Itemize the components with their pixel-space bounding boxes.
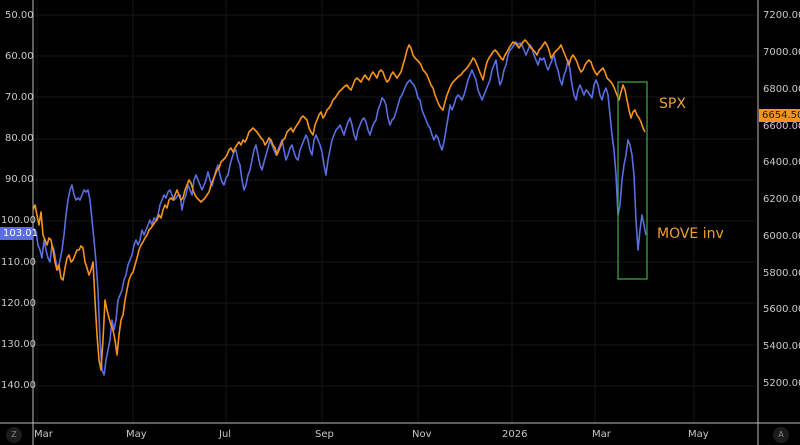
- right-axis-tick: 7000.00: [763, 47, 800, 58]
- spx-line: [32, 39, 646, 371]
- right-axis-tick: 7200.00: [763, 10, 800, 21]
- left-axis-tick: 130.00: [1, 339, 36, 350]
- right-axis-tick: 5600.00: [763, 304, 800, 315]
- right-axis-tick: 6600.00: [763, 121, 800, 132]
- time-axis-tick: May: [688, 429, 709, 440]
- spx-current-value-tag: 6654.50: [759, 109, 800, 122]
- left-axis-tick: 60.00: [5, 51, 34, 62]
- right-axis-tick: 6000.00: [763, 231, 800, 242]
- left-axis-tick: 120.00: [1, 298, 36, 309]
- zoom-reset-button[interactable]: Z: [6, 427, 22, 443]
- left-axis-tick: 80.00: [5, 133, 34, 144]
- time-axis-tick: Mar: [592, 429, 611, 440]
- right-axis-tick: 5800.00: [763, 268, 800, 279]
- spx-annotation-label: SPX: [659, 96, 686, 112]
- grid-vertical: [36, 0, 695, 423]
- right-axis-tick: 5400.00: [763, 341, 800, 352]
- left-axis-tick: 70.00: [5, 92, 34, 103]
- time-axis-tick: Sep: [315, 429, 334, 440]
- right-axis-tick: 5200.00: [763, 378, 800, 389]
- right-axis-tick: 6400.00: [763, 157, 800, 168]
- left-axis-tick: 100.00: [1, 215, 36, 226]
- left-axis-tick: 140.00: [1, 380, 36, 391]
- time-axis-tick: Nov: [412, 429, 432, 440]
- time-axis-tick: May: [126, 429, 147, 440]
- left-axis-tick: 50.00: [5, 10, 34, 21]
- time-axis-tick: 2026: [502, 429, 528, 440]
- right-axis-tick: 6800.00: [763, 84, 800, 95]
- left-axis-tick: 110.00: [1, 257, 36, 268]
- time-axis-tick: Mar: [34, 429, 53, 440]
- time-axis-tick: Jul: [219, 429, 232, 440]
- move-inv-current-value-tag: 103.01: [0, 227, 38, 240]
- highlight-rectangle[interactable]: [617, 81, 648, 280]
- right-axis-tick: 6200.00: [763, 194, 800, 205]
- move-inv-annotation-label: MOVE inv: [657, 226, 724, 242]
- move-inv-line: [32, 41, 647, 376]
- left-axis-tick: 90.00: [5, 174, 34, 185]
- auto-scale-button[interactable]: A: [773, 427, 789, 443]
